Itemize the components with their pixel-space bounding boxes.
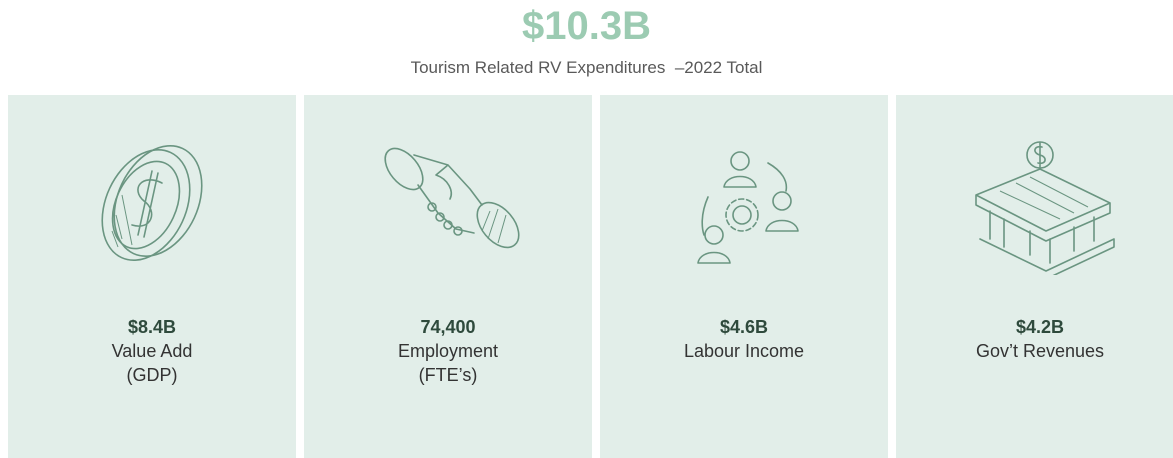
handshake-icon: [378, 135, 528, 265]
headline-value: $10.3B: [0, 4, 1173, 49]
card: $4.6B Labour Income: [600, 95, 888, 458]
card-label: Labour Income: [600, 341, 888, 362]
card-label: Gov’t Revenues: [896, 341, 1173, 362]
card-label: (FTE’s): [304, 365, 592, 386]
card-label: Employment: [304, 341, 592, 362]
card: $8.4B Value Add (GDP): [8, 95, 296, 458]
card-value: $8.4B: [8, 317, 296, 338]
card-value: $4.2B: [896, 317, 1173, 338]
subtitle: Tourism Related RV Expenditures –2022 To…: [0, 58, 1173, 78]
bank-icon: [970, 135, 1120, 275]
card: 74,400 Employment (FTE’s): [304, 95, 592, 458]
card: $4.2B Gov’t Revenues: [896, 95, 1173, 458]
card-value: $4.6B: [600, 317, 888, 338]
coin-icon: [82, 135, 222, 275]
people-icon: [674, 135, 814, 275]
card-label: Value Add: [8, 341, 296, 362]
card-value: 74,400: [304, 317, 592, 338]
card-label: (GDP): [8, 365, 296, 386]
page: {"header": {"value": "$10.3B", "subtitle…: [0, 0, 1173, 458]
